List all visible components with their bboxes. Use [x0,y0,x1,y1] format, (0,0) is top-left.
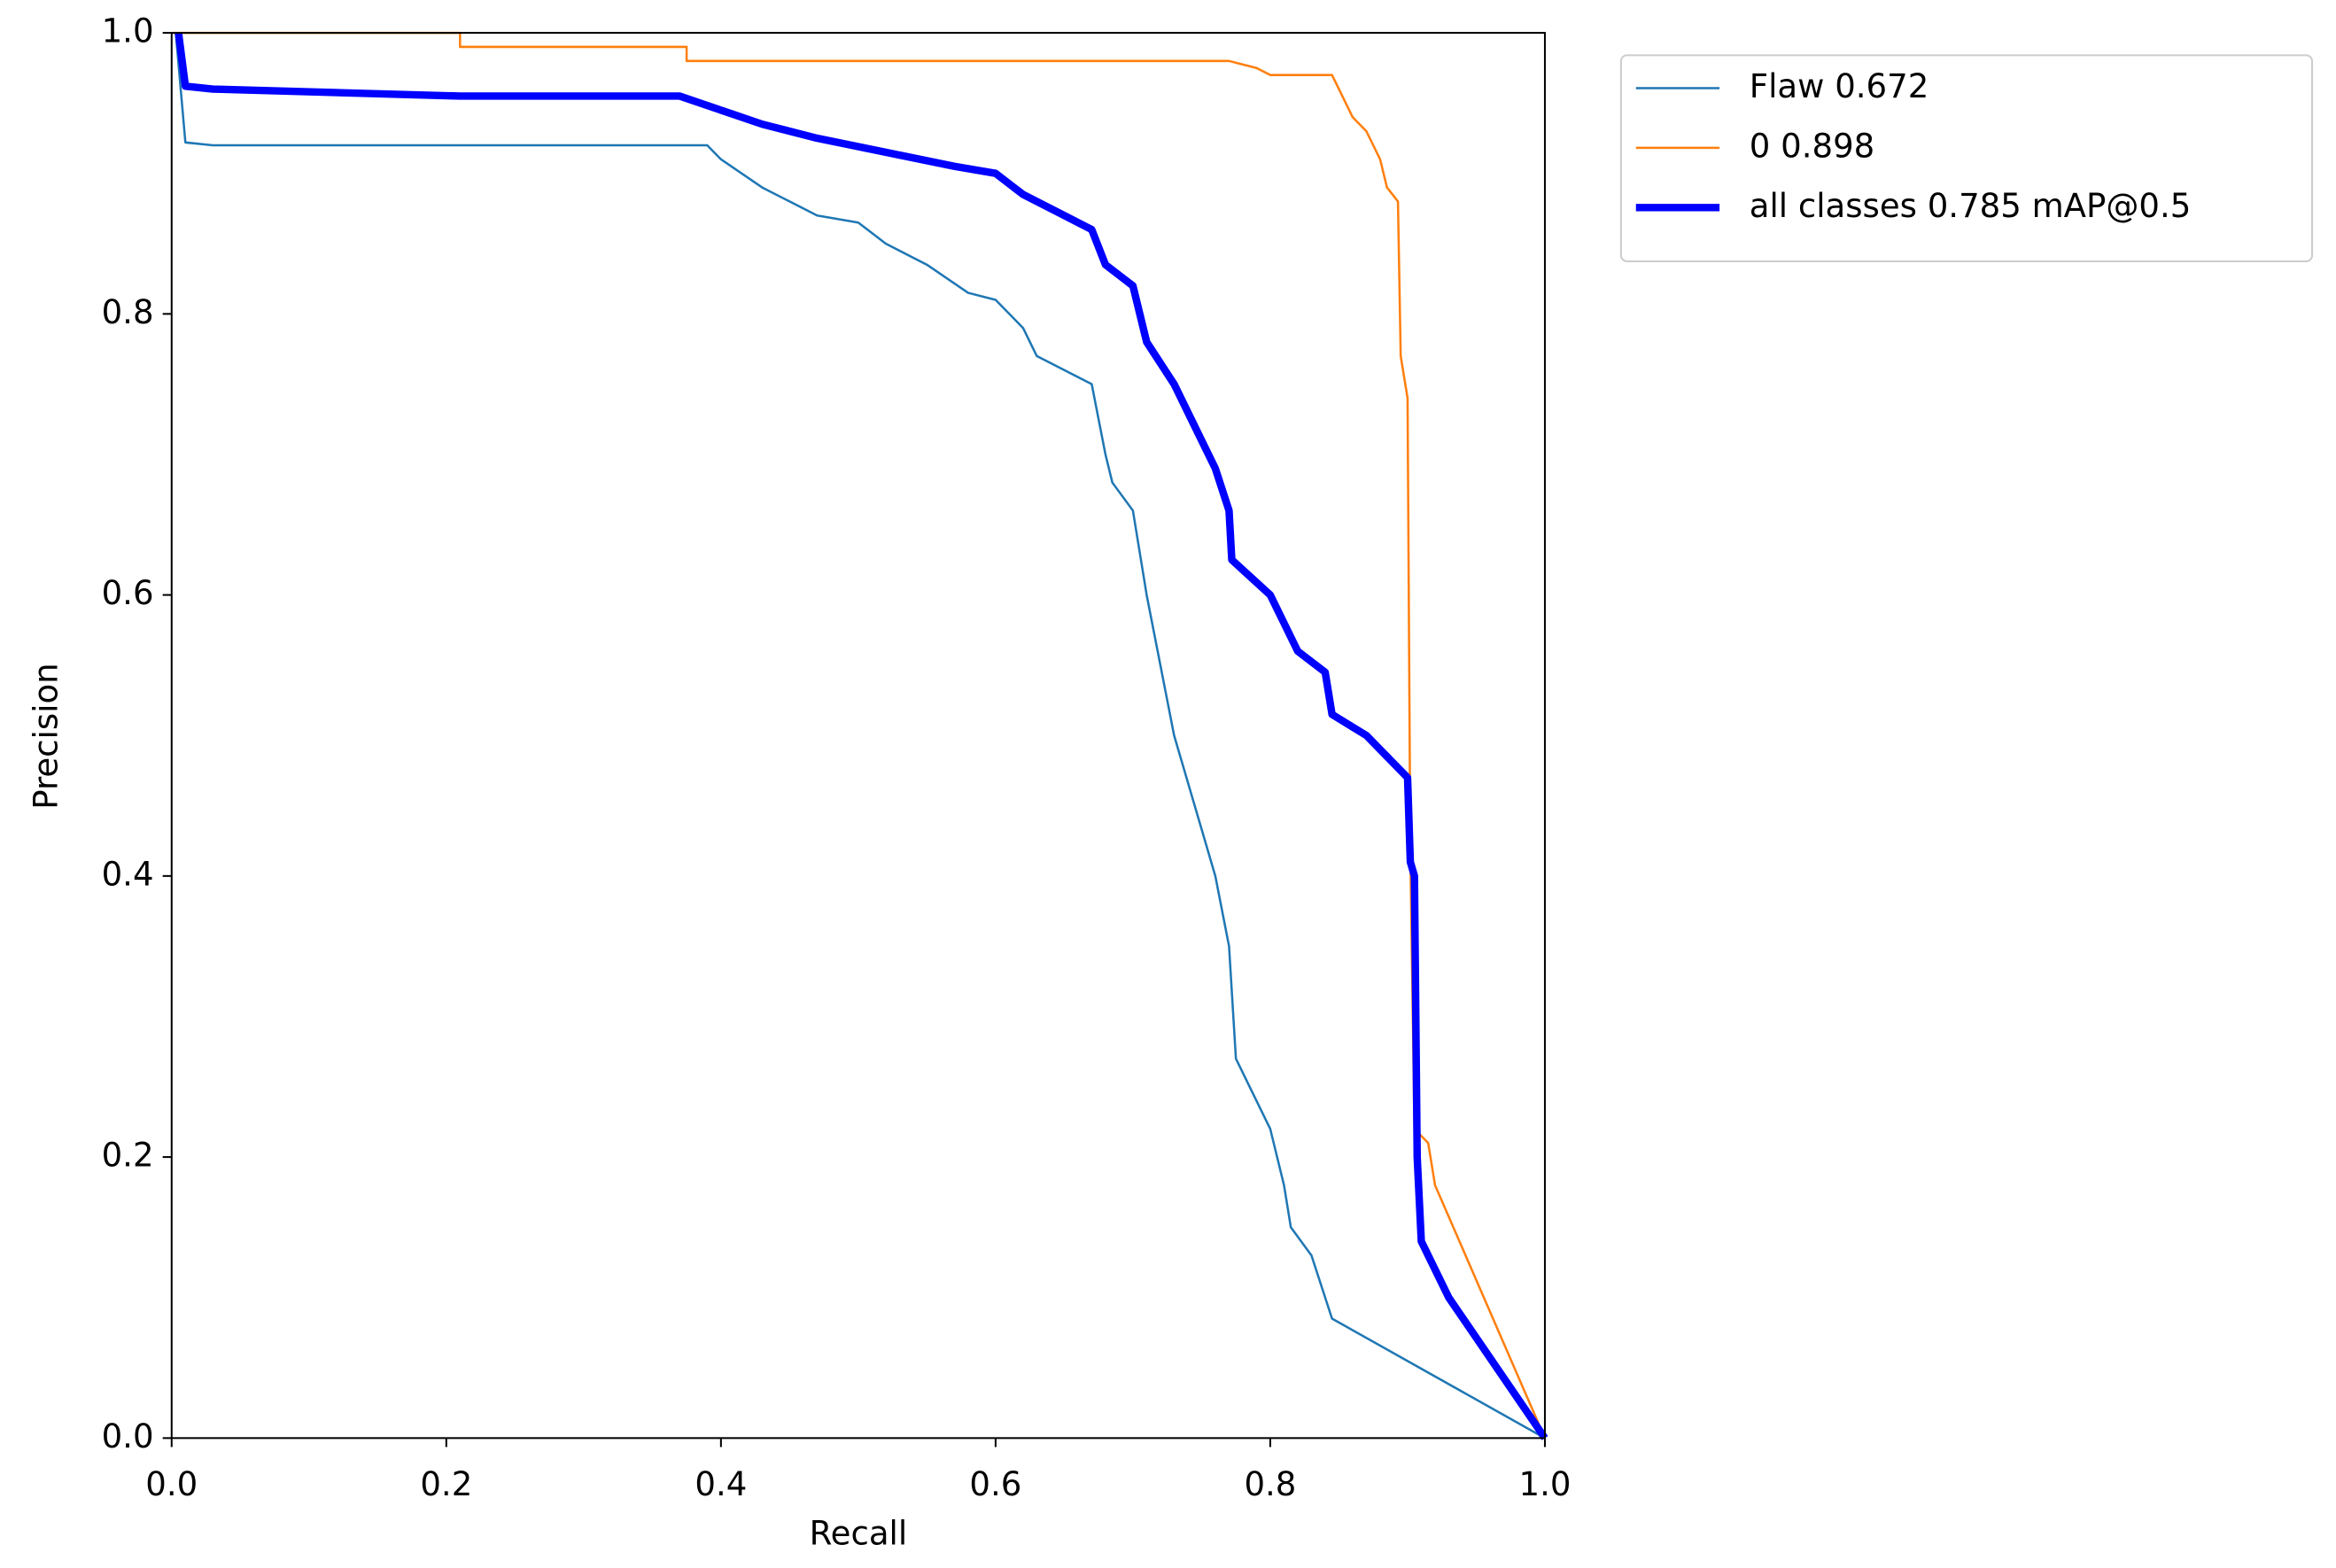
plot-frame [170,32,1546,1440]
legend-box [1619,54,2314,263]
x-tick-label: 1.0 [1518,1465,1571,1503]
y-tick-label: 0.0 [102,1417,154,1455]
y-axis-label: Precision [27,663,65,809]
legend-label: Flaw 0.672 [1750,67,1929,105]
pr-curve [175,32,1546,1440]
pr-curve [175,32,1548,1440]
x-tick-label: 0.8 [1244,1465,1296,1503]
y-tick-label: 0.4 [102,855,154,893]
x-tick-label: 0.6 [969,1465,1021,1503]
y-tick-label: 0.8 [102,293,154,331]
y-tick-label: 1.0 [102,12,154,50]
x-axis-label: Recall [810,1514,908,1552]
x-tick-label: 0.2 [420,1465,472,1503]
y-tick-label: 0.2 [102,1137,154,1175]
pr-curve [171,31,1547,1439]
legend-label: 0 0.898 [1750,127,1874,165]
x-tick-label: 0.0 [145,1465,198,1503]
y-tick-label: 0.6 [102,574,154,612]
legend-label: all classes 0.785 mAP@0.5 [1750,187,2192,225]
x-tick-label: 0.4 [695,1465,747,1503]
